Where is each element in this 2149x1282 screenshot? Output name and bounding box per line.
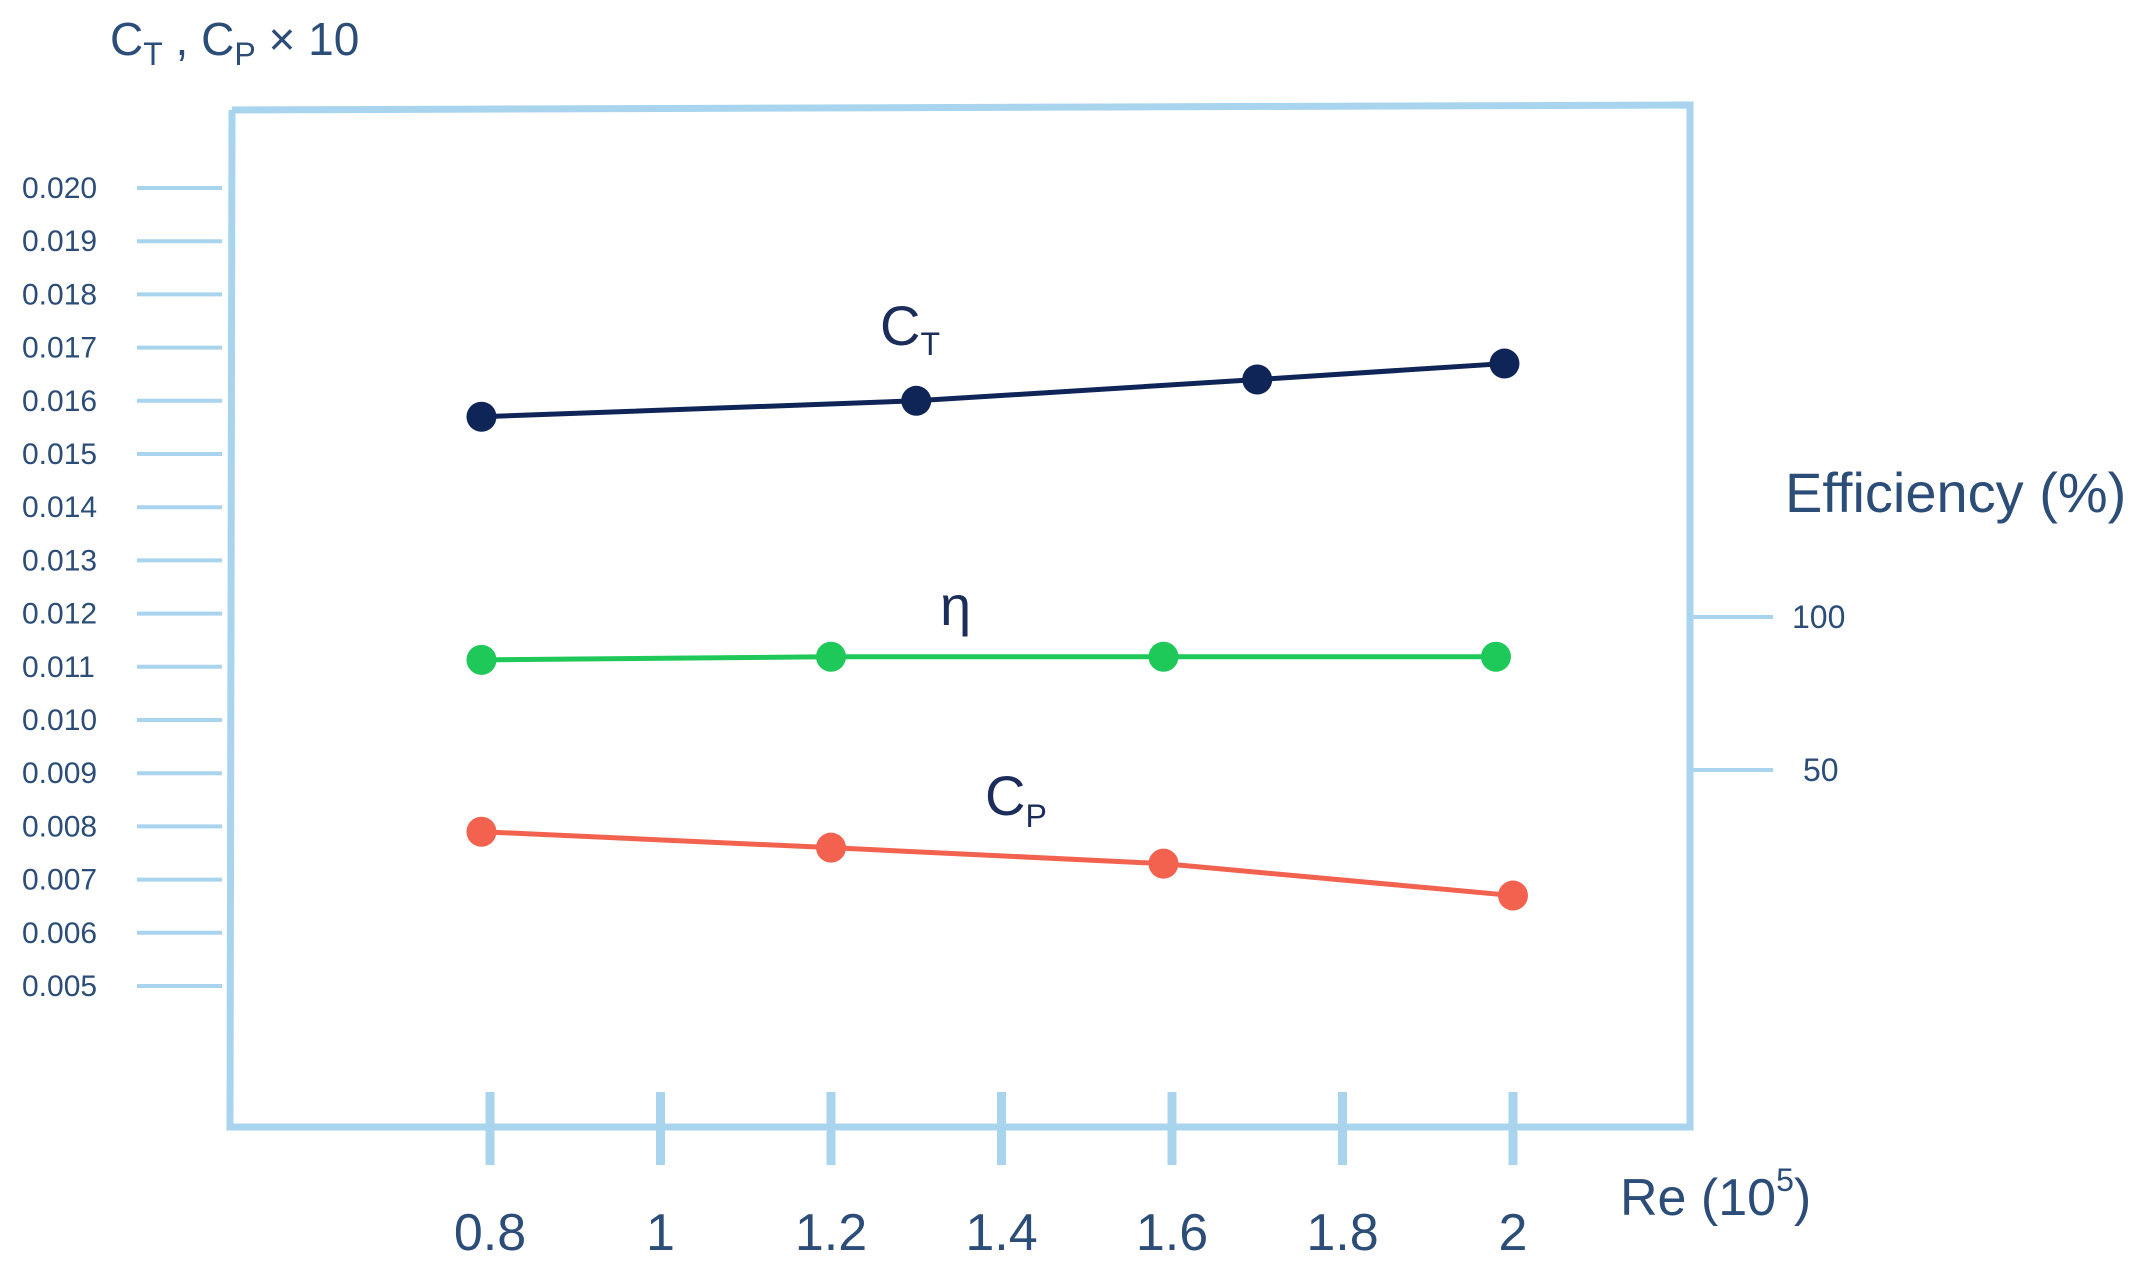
series-layer [466,348,1528,911]
y-tick-label: 0.019 [22,225,97,258]
left-y-axis: 0.020 0.019 0.018 0.017 0.016 0.015 0.014 0.013… [22,172,222,1003]
y-tick-label: 0.013 [22,544,97,577]
y-tick-label: 0.016 [22,385,97,418]
x-tick-label: 1.2 [795,1204,867,1262]
y-tick-label: 0.009 [22,757,97,790]
y-tick-label: 0.005 [22,970,97,1003]
x-tick-label: 0.8 [454,1204,526,1262]
data-point [1489,348,1520,379]
y-tick-label: 0.007 [22,864,97,897]
y-tick-label: 0.020 [22,172,97,205]
y-tick-label: 0.008 [22,810,97,843]
y-tick-label: 0.006 [22,917,97,950]
y-tick-label: 0.011 [22,651,95,684]
x-axis: 0.8 1 1.2 1.4 1.6 1.8 2 [454,1092,1528,1262]
y-tick-label: 0.018 [22,278,97,311]
data-point [466,401,497,432]
data-point [816,832,846,863]
y2-axis-title: Efficiency (%) [1785,461,2126,524]
y-tick-label: 0.017 [22,332,97,365]
data-point [901,385,932,416]
y-tick-label: 0.015 [22,438,97,471]
x-tick-label: 1.8 [1306,1204,1378,1262]
data-point [816,641,846,672]
series-label-ct: CT [880,294,940,362]
data-point [1148,848,1179,879]
data-point [1480,641,1511,672]
y-tick-label: 0.014 [22,491,97,524]
y-axis-title: CT , CP × 10 [110,13,359,72]
series-line [481,654,1496,663]
y2-tick-label: 50 [1803,752,1839,788]
x-tick-label: 2 [1499,1204,1528,1262]
series-label-cp: CP [985,764,1047,834]
x-tick-label: 1.4 [965,1204,1037,1262]
series-line [481,361,1505,420]
x-tick-label: 1 [646,1204,675,1262]
series-label-eta: η [940,574,971,637]
data-point [1242,364,1273,395]
data-point [466,816,497,847]
x-axis-title: Re (105) [1620,1162,1811,1227]
right-y-axis: 100 50 [1690,599,1845,788]
data-point [1148,641,1179,672]
series-line [481,829,1514,899]
x-tick-label: 1.6 [1136,1204,1208,1262]
y2-tick-label: 100 [1792,599,1845,635]
y-tick-label: 0.012 [22,598,97,631]
data-point [1498,880,1528,911]
y-tick-label: 0.010 [22,704,97,737]
plot-frame [226,101,1694,1131]
data-point [466,644,497,675]
